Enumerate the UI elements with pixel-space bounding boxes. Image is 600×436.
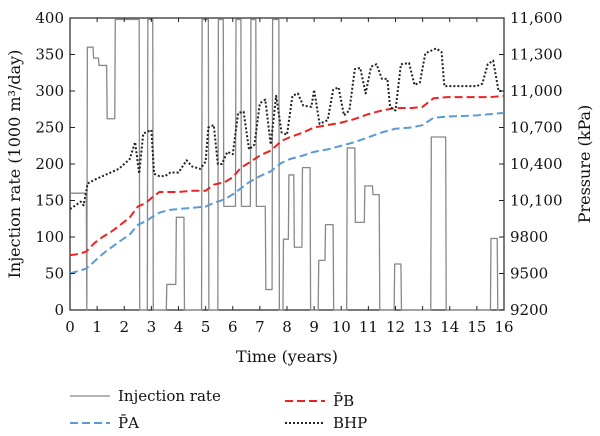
y-right-tick-label: 9500 [510,265,548,283]
x-tick-label: 7 [255,318,265,336]
x-tick-label: 1 [92,318,102,336]
x-tick-label: 10 [332,318,351,336]
y-left-tick-label: 100 [35,228,64,246]
x-tick-label: 14 [440,318,459,336]
x-tick-label: 3 [147,318,157,336]
plot-area [69,17,505,311]
x-tick-label: 4 [174,318,184,336]
y-right-tick-label: 10,700 [510,119,563,137]
legend: Injection rate P̄A P̄B BHP [70,387,367,432]
y-left-tick-label: 400 [35,9,64,27]
series-line-bhp [69,47,504,210]
y-left-tick-label: 200 [35,155,64,173]
x-tick-label: 9 [309,318,319,336]
x-tick-label: 12 [386,318,405,336]
x-tick-label: 8 [282,318,292,336]
y-left-tick-label: 50 [45,265,64,283]
legend-label-pa: P̄A [118,414,139,432]
y-right-tick-label: 11,300 [510,46,563,64]
y-left-axis-title: Injection rate (1000 m³/day) [5,50,24,279]
x-tick-label: 6 [228,318,238,336]
y-right-tick-label: 10,100 [510,192,563,210]
series-layer [69,18,505,311]
series-line-injection [70,18,504,311]
y-right-tick-label: 11,600 [510,9,563,27]
y-left-tick-label: 150 [35,192,64,210]
y-right-tick-label: 9800 [510,228,548,246]
legend-label-bhp: BHP [333,414,367,432]
y-left-tick-label: 250 [35,119,64,137]
series-line-pa [69,111,505,275]
x-tick-label: 0 [65,318,75,336]
x-axis-title: Time (years) [236,347,338,366]
series-line-pb [69,94,505,257]
y-right-tick-label: 11,000 [510,82,563,100]
y-right-tick-label: 9200 [510,301,548,319]
legend-label-injection: Injection rate [118,387,221,405]
x-tick-label: 13 [413,318,432,336]
y-right-axis-title: Pressure (kPa) [575,105,594,224]
ticks-layer: 0 1 2 3 4 5 6 7 8 9 10 11 12 13 14 15 160501001502002503… [35,9,562,336]
x-tick-label: 11 [359,318,378,336]
legend-label-pb: P̄B [333,392,354,410]
y-right-tick-label: 10,400 [510,155,563,173]
y-left-tick-label: 350 [35,46,64,64]
x-tick-label: 2 [119,318,129,336]
y-left-tick-label: 0 [54,301,64,319]
y-left-tick-label: 300 [35,82,64,100]
x-tick-label: 16 [494,318,513,336]
x-tick-label: 5 [201,318,211,336]
x-tick-label: 15 [467,318,486,336]
